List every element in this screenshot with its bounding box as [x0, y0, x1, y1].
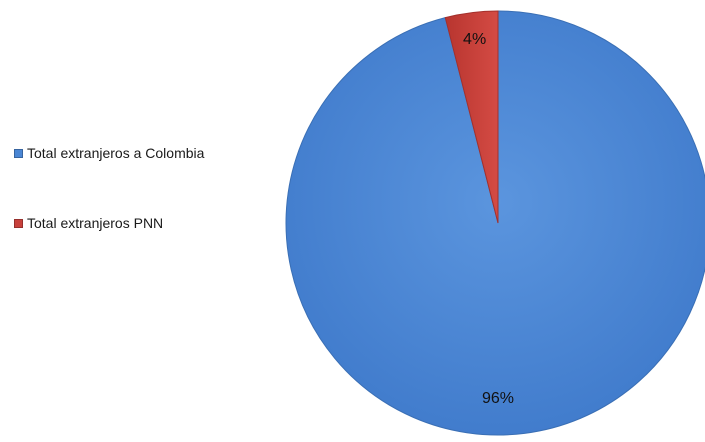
- legend-swatch-pnn: [14, 219, 23, 228]
- legend-item-pnn: Total extranjeros PNN: [14, 214, 204, 232]
- legend: Total extranjeros a Colombia Total extra…: [14, 144, 204, 232]
- legend-swatch-colombia: [14, 149, 23, 158]
- data-label-colombia: 96%: [482, 390, 514, 407]
- data-label-pnn: 4%: [463, 31, 486, 48]
- legend-label-colombia: Total extranjeros a Colombia: [27, 145, 204, 161]
- legend-item-colombia: Total extranjeros a Colombia: [14, 144, 204, 162]
- pie-slices: [286, 11, 705, 435]
- legend-label-pnn: Total extranjeros PNN: [27, 215, 163, 231]
